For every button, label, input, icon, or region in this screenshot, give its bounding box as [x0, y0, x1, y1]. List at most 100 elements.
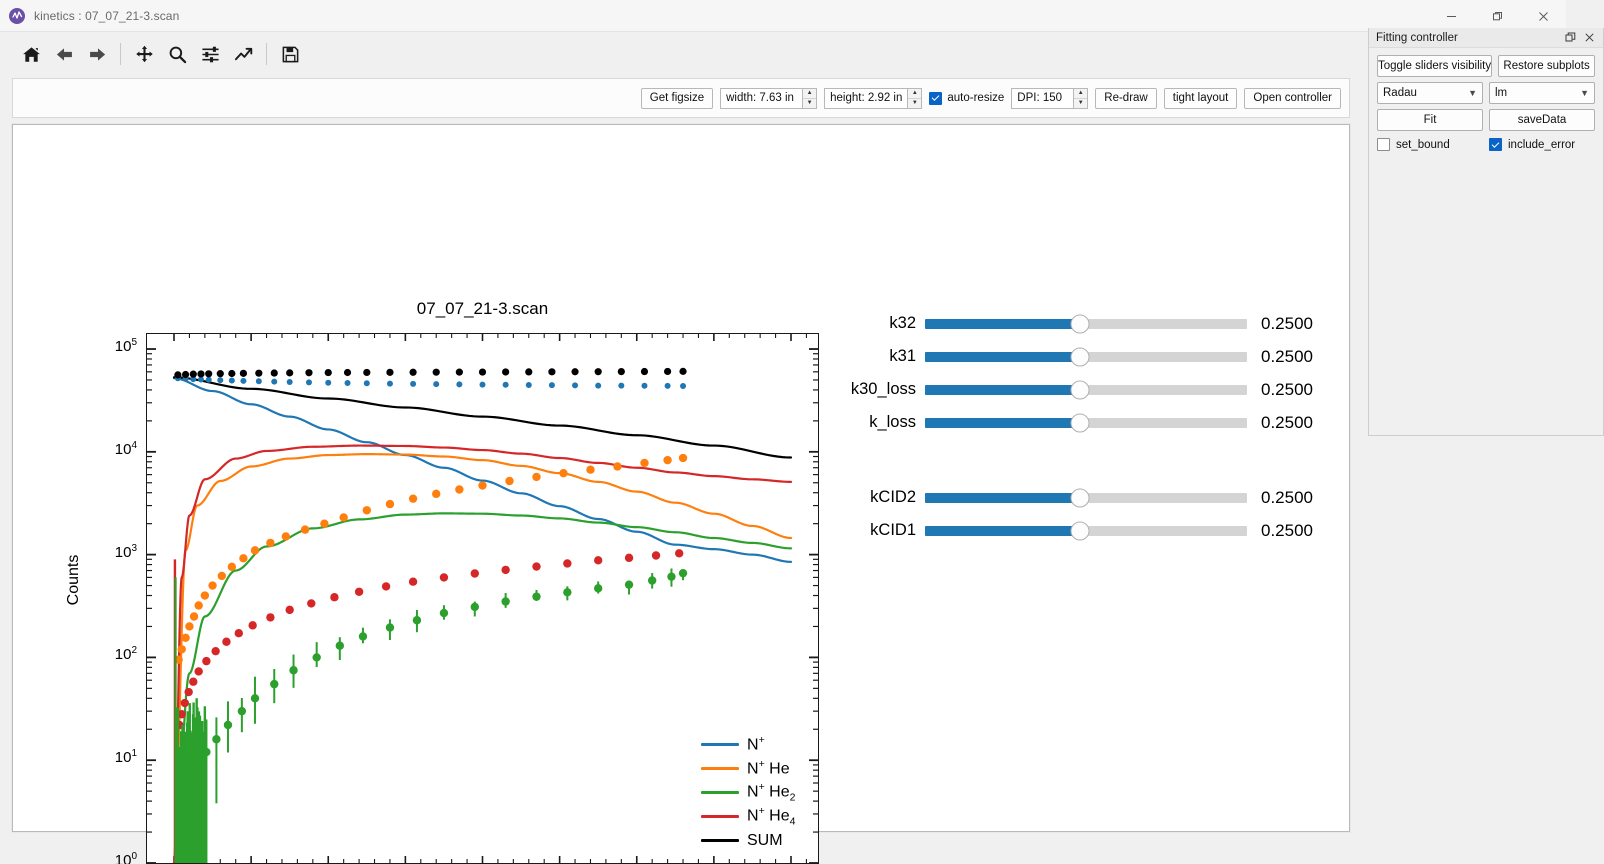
fc-button-row-2: Fit saveData	[1377, 109, 1595, 131]
legend-color-swatch	[701, 743, 739, 746]
open-controller-button[interactable]: Open controller	[1244, 87, 1341, 109]
dpi-spin-buttons[interactable]: ▲ ▼	[1073, 87, 1089, 109]
slider-row-k31: k31 0.2500	[825, 340, 1325, 373]
width-field[interactable]: width: 7.63 in	[720, 87, 803, 109]
slider-row-k_loss: k_loss 0.2500	[825, 406, 1325, 439]
plot-title: 07_07_21-3.scan	[416, 299, 549, 318]
slider-handle-k32[interactable]	[1070, 314, 1090, 333]
slider-label-k32: k32	[889, 314, 916, 332]
minimize-button[interactable]	[1428, 0, 1474, 32]
height-stepper[interactable]: height: 2.92 in ▲ ▼	[824, 87, 923, 109]
y-axis-tick-labels: 100 101 102 103 104 105	[19, 333, 137, 864]
legend-label: N+ He4	[747, 805, 796, 828]
slider-handle-k_loss[interactable]	[1070, 413, 1090, 432]
slider-label-k31: k31	[889, 347, 916, 365]
figure-options-bar: Get figsize width: 7.63 in ▲ ▼ height: 2…	[12, 78, 1350, 118]
dpi-spin-down[interactable]: ▼	[1077, 100, 1084, 106]
width-spin-down[interactable]: ▼	[806, 100, 813, 106]
width-spin-up[interactable]: ▲	[803, 89, 817, 99]
forward-arrow-icon[interactable]	[82, 39, 112, 69]
set-bound-label: set_bound	[1396, 138, 1450, 151]
fc-checkbox-row: set_bound include_error	[1377, 138, 1595, 151]
width-spin-buttons[interactable]: ▲ ▼	[802, 87, 818, 109]
slider-fill	[925, 318, 1080, 329]
set-bound-checkbox-box[interactable]	[1377, 138, 1390, 151]
slider-handle-k31[interactable]	[1070, 347, 1090, 366]
edit-curve-icon[interactable]	[228, 39, 258, 69]
restore-subplots-button[interactable]: Restore subplots	[1498, 55, 1595, 77]
slider-k_loss[interactable]	[925, 413, 1247, 432]
legend-item: N+ He	[701, 758, 795, 778]
redraw-button[interactable]: Re-draw	[1095, 87, 1157, 109]
chevron-down-icon: ▼	[1580, 88, 1589, 98]
include-error-checkbox-box[interactable]	[1489, 138, 1502, 151]
save-floppy-icon[interactable]	[275, 39, 305, 69]
series-n--data	[174, 375, 687, 389]
slider-handle-k30_loss[interactable]	[1070, 380, 1090, 399]
height-spin-up[interactable]: ▲	[908, 89, 922, 99]
series-n-he2-data	[175, 568, 688, 863]
fit-algorithm-select[interactable]: lm ▼	[1489, 82, 1595, 104]
legend-label: N+ He	[747, 758, 790, 778]
back-arrow-icon[interactable]	[49, 39, 79, 69]
zoom-magnifier-icon[interactable]	[162, 39, 192, 69]
fitting-controller-header: Fitting controller	[1369, 28, 1603, 48]
toolbar-separator-2	[266, 43, 267, 65]
y-tick-label: 104	[114, 439, 137, 458]
set-bound-checkbox[interactable]: set_bound	[1377, 138, 1483, 151]
window-title: kinetics : 07_07_21-3.scan	[34, 8, 180, 23]
series-n-he2-data-noise	[175, 698, 208, 863]
undock-icon[interactable]	[1562, 29, 1579, 46]
slider-k30_loss[interactable]	[925, 380, 1247, 399]
title-bar: kinetics : 07_07_21-3.scan	[0, 0, 1566, 32]
matplotlib-figure[interactable]: 07_07_21-3.scan 100 101 102 103 104 105 Count…	[19, 131, 1345, 864]
close-panel-icon[interactable]	[1581, 29, 1598, 46]
get-figsize-button[interactable]: Get figsize	[640, 87, 714, 109]
slider-fill	[925, 492, 1080, 503]
series-n-he4	[172, 444, 793, 863]
slider-k31[interactable]	[925, 347, 1247, 366]
width-stepper[interactable]: width: 7.63 in ▲ ▼	[720, 87, 818, 109]
include-error-checkbox[interactable]: include_error	[1489, 138, 1595, 151]
slider-kCID2[interactable]	[925, 488, 1247, 507]
y-tick-label: 105	[114, 337, 137, 356]
series-n-he	[172, 453, 793, 863]
slider-handle-kCID2[interactable]	[1070, 488, 1090, 507]
legend-color-swatch	[701, 791, 739, 794]
slider-value-k_loss: 0.2500	[1261, 412, 1313, 432]
toggle-sliders-visibility-button[interactable]: Toggle sliders visibility	[1377, 55, 1493, 77]
close-button[interactable]	[1520, 0, 1566, 32]
solver-method-select[interactable]: Radau ▼	[1377, 82, 1483, 104]
fc-select-row: Radau ▼ lm ▼	[1377, 82, 1595, 104]
height-field[interactable]: height: 2.92 in	[824, 87, 908, 109]
auto-resize-checkbox[interactable]: auto-resize	[929, 91, 1004, 105]
tight-layout-button[interactable]: tight layout	[1163, 87, 1238, 109]
series-n-he4-data	[175, 549, 684, 730]
parameter-sliders: k32 0.2500 k31 0.2500 k30_loss 0.2500 k_loss 0.…	[825, 307, 1325, 547]
slider-value-k32: 0.2500	[1261, 313, 1313, 333]
legend-item: SUM	[701, 831, 795, 850]
pan-move-icon[interactable]	[129, 39, 159, 69]
home-icon[interactable]	[16, 39, 46, 69]
height-spin-down[interactable]: ▼	[911, 100, 918, 106]
figure-canvas-panel[interactable]: 07_07_21-3.scan 100 101 102 103 104 105 Count…	[12, 124, 1350, 864]
slider-kCID1[interactable]	[925, 521, 1247, 540]
plot-axes[interactable]	[146, 333, 819, 864]
slider-handle-kCID1[interactable]	[1070, 521, 1090, 540]
auto-resize-checkbox-box[interactable]	[929, 91, 943, 105]
slider-fill	[925, 417, 1080, 428]
legend-color-swatch	[701, 815, 739, 818]
subplot-sliders-icon[interactable]	[195, 39, 225, 69]
maximize-button[interactable]	[1474, 0, 1520, 32]
dpi-stepper[interactable]: DPI: 150 ▲ ▼	[1011, 87, 1089, 109]
slider-value-kCID2: 0.2500	[1261, 487, 1313, 507]
dpi-field[interactable]: DPI: 150	[1011, 87, 1074, 109]
save-data-button[interactable]: saveData	[1489, 109, 1595, 131]
height-spin-buttons[interactable]: ▲ ▼	[907, 87, 923, 109]
dpi-spin-up[interactable]: ▲	[1074, 89, 1088, 99]
fit-button[interactable]: Fit	[1377, 109, 1483, 131]
plot-legend: N+ N+ He N+ He2 N+ He4 SUM	[701, 734, 796, 850]
solver-method-value: Radau	[1383, 87, 1417, 99]
slider-k32[interactable]	[925, 314, 1247, 333]
